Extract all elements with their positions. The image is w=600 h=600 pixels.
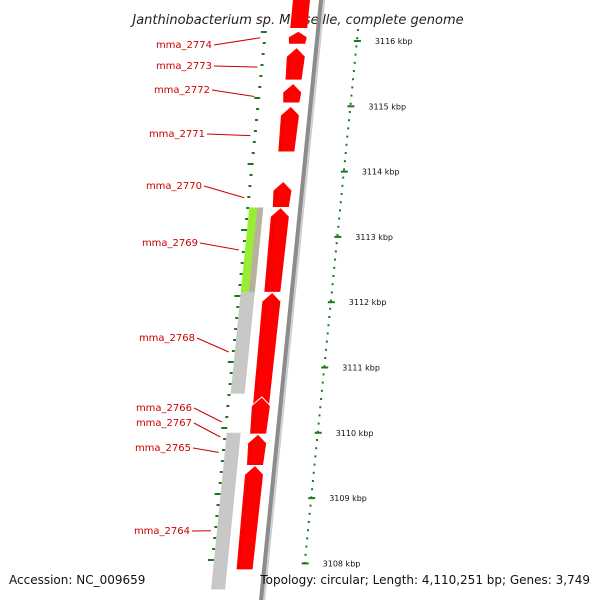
kbp-tick-label: 3110 kbp (336, 429, 374, 438)
cds-arrow (287, 30, 308, 45)
accession-text: Accession: NC_009659 (9, 573, 146, 587)
gene-label-mma_2765: mma_2765 (135, 443, 191, 454)
kbp-scale-track: 3116 kbp 3115 kbp 3114 kbp 3113 kbp 3112 kbp… (301, 29, 413, 568)
cds-arrow (284, 46, 306, 81)
kbp-tick-label: 3114 kbp (362, 168, 400, 177)
cds-arrow-shade (291, 38, 293, 44)
cds-arrow-shade (252, 406, 256, 434)
kbp-tick-label: 3111 kbp (342, 364, 380, 373)
gene-leader-line (213, 65, 258, 68)
gene-label-mma_2767: mma_2767 (136, 418, 192, 429)
blast-hit-gray (230, 292, 255, 394)
gene-leader-line (192, 447, 219, 453)
gene-leader-line (206, 133, 251, 137)
blast-hit-gray (223, 432, 241, 466)
gene-leader-line (196, 337, 230, 353)
gene-label-mma_2766: mma_2766 (136, 403, 192, 414)
kbp-tick-label: 3116 kbp (375, 37, 413, 46)
cds-arrow-shade (266, 217, 275, 292)
cds-arrow (235, 464, 265, 571)
blast-hit-track (211, 207, 264, 590)
kbp-tick-label: 3115 kbp (368, 102, 406, 111)
gene-leader-line (193, 407, 223, 423)
cds-arrow-shade (280, 116, 285, 152)
gene-leader-line (211, 89, 255, 97)
cds-arrow (277, 105, 300, 153)
cds-arrow (282, 82, 303, 104)
gene-label-mma_2771: mma_2771 (149, 129, 205, 140)
cds-arrow-shade (254, 302, 267, 406)
inner-tick-track (208, 31, 267, 561)
gene-leader-line (203, 185, 245, 199)
cds-arrow-shade (248, 444, 253, 465)
backbone-highlight (263, 0, 325, 600)
gene-label-mma_2769: mma_2769 (142, 238, 198, 249)
kbp-tick-label: 3109 kbp (329, 494, 367, 503)
blast-hit-overlay (248, 207, 264, 293)
backbone-track (259, 0, 325, 600)
gene-label-mma_2773: mma_2773 (156, 61, 212, 72)
gene-label-mma_2774: mma_2774 (156, 40, 212, 51)
gene-label-mma_2770: mma_2770 (146, 181, 202, 192)
cds-arrow-top (290, 0, 310, 28)
topology-stats-text: Topology: circular; Length: 4,110,251 bp… (260, 573, 590, 587)
blast-hit-gray (211, 465, 238, 590)
gene-label-mma_2768: mma_2768 (139, 333, 195, 344)
kbp-tick-label: 3112 kbp (349, 298, 387, 307)
cds-arrow-shade (274, 191, 278, 207)
cds-arrow-shade (285, 93, 288, 103)
gene-leader-line (193, 422, 221, 438)
cds-track (235, 0, 310, 571)
gene-leader-line (213, 37, 261, 46)
kbp-tick-label: 3113 kbp (355, 233, 393, 242)
cds-arrow-shade (238, 475, 250, 569)
cds-arrow-shade (287, 57, 291, 80)
gene-label-mma_2772: mma_2772 (154, 85, 210, 96)
kbp-tick-label: 3108 kbp (323, 559, 361, 568)
gene-label-mma_2764: mma_2764 (134, 526, 190, 537)
gene-leader-line (199, 242, 240, 251)
gene-label-track: mma_2774 mma_2773 mma_2772 mma_2771 mma_2770… (134, 37, 261, 537)
